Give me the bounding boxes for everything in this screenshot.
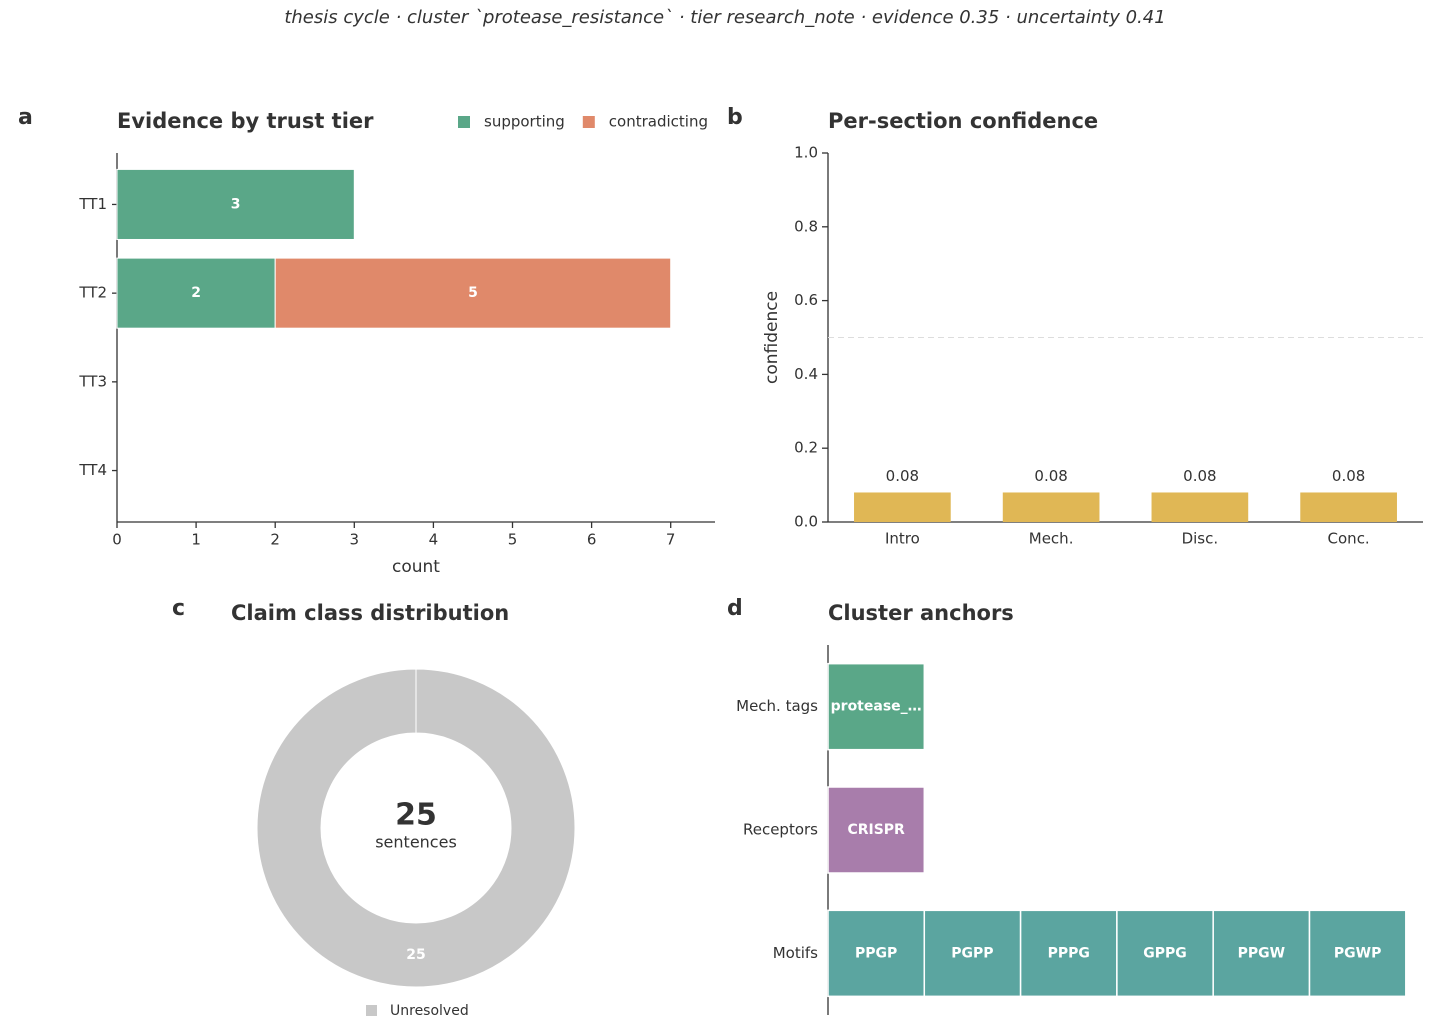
x-tick-label: 0	[112, 531, 122, 549]
x-tick-label: 7	[666, 531, 676, 549]
anchor-tile	[1116, 909, 1214, 998]
x-tick-label: 4	[429, 531, 439, 549]
chart-title: Cluster anchors	[828, 601, 1014, 625]
x-tick-label: Conc.	[1328, 530, 1370, 548]
anchor-label: GPPG	[1143, 945, 1187, 961]
anchor-label: PGPP	[951, 945, 993, 961]
x-axis-label: count	[392, 557, 440, 577]
center-label: sentences	[375, 833, 457, 852]
anchor-label: protease_…	[831, 699, 922, 715]
donut-slice	[256, 668, 576, 988]
legend-label: Unresolved	[390, 1003, 469, 1019]
y-tick-label: 0.8	[794, 217, 818, 235]
x-tick-label: Disc.	[1182, 530, 1219, 548]
bar	[1002, 492, 1100, 522]
bar	[854, 492, 951, 522]
legend-label: supporting	[484, 113, 565, 131]
bar-label: 3	[231, 196, 241, 212]
y-tick-label: 0.4	[794, 365, 818, 383]
panel-letter: c	[172, 596, 185, 621]
y-tick-label: TT3	[78, 372, 107, 390]
legend-swatch	[366, 1005, 377, 1016]
y-tick-label: TT4	[78, 461, 107, 479]
bar-label: 0.08	[1332, 467, 1365, 485]
bar-label: 5	[468, 285, 478, 301]
y-tick-label: TT1	[78, 195, 107, 213]
x-tick-label: Mech.	[1029, 530, 1074, 548]
bar	[1300, 492, 1397, 522]
anchor-tile	[923, 909, 1022, 998]
chart-title: Evidence by trust tier	[117, 109, 374, 133]
panel-letter: d	[727, 596, 743, 621]
chart-title: Claim class distribution	[231, 601, 509, 625]
legend-swatch	[582, 116, 595, 128]
y-axis-label: confidence	[762, 291, 782, 384]
bar-label: 2	[191, 285, 201, 301]
y-tick-label: 0.2	[794, 439, 818, 457]
bar	[1151, 492, 1249, 522]
x-tick-label: 2	[270, 531, 280, 549]
row-label: Mech. tags	[736, 697, 818, 715]
anchor-label: PPPG	[1048, 945, 1090, 961]
anchor-label: PGWP	[1334, 945, 1381, 961]
bar-label: 0.08	[1034, 467, 1067, 485]
chart-title: Per-section confidence	[828, 109, 1098, 133]
x-tick-label: 3	[350, 531, 360, 549]
x-tick-label: 6	[587, 531, 597, 549]
bar-label: 0.08	[886, 467, 919, 485]
figure-title: thesis cycle · cluster `protease_resista…	[284, 7, 1165, 28]
x-tick-label: 5	[508, 531, 518, 549]
row-label: Motifs	[773, 944, 818, 962]
anchor-label: CRISPR	[847, 822, 905, 838]
anchor-tile	[827, 909, 926, 998]
panel-letter: b	[727, 105, 743, 130]
row-label: Receptors	[743, 821, 818, 839]
anchor-label: PPGP	[855, 945, 897, 961]
legend-swatch	[458, 116, 470, 128]
panel-letter: a	[18, 105, 33, 130]
y-tick-label: 1.0	[794, 144, 818, 162]
legend-label: contradicting	[609, 113, 708, 131]
anchor-label: PPGW	[1238, 945, 1285, 961]
anchor-tile	[1308, 909, 1407, 998]
x-tick-label: 1	[191, 531, 201, 549]
center-value: 25	[395, 798, 437, 833]
x-tick-label: Intro	[885, 530, 920, 548]
anchor-tile	[1019, 909, 1118, 998]
bar-segment	[274, 257, 672, 329]
bar-segment	[116, 168, 355, 240]
bar-label: 0.08	[1183, 467, 1216, 485]
slice-label: 25	[406, 947, 425, 963]
y-tick-label: TT2	[78, 284, 107, 302]
y-tick-label: 0.0	[794, 513, 818, 531]
anchor-tile	[827, 662, 926, 751]
y-tick-label: 0.6	[794, 291, 818, 309]
anchor-tile	[827, 786, 926, 874]
